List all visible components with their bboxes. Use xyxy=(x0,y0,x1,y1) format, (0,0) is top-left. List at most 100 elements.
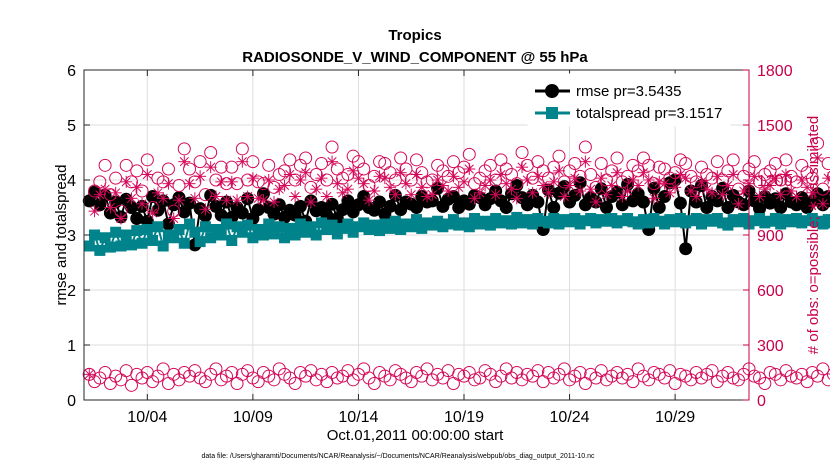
obs-assimilated-point xyxy=(473,186,486,199)
obs-assimilated-point xyxy=(273,183,286,196)
x-tick-label: 10/04 xyxy=(127,409,167,426)
chart-subtitle: RADIOSONDE_V_WIND_COMPONENT @ 55 hPa xyxy=(242,49,588,66)
asterisk-stroke xyxy=(258,195,269,205)
rmse-point xyxy=(610,185,624,199)
obs-assimilated-point xyxy=(463,163,476,175)
asterisk-stroke xyxy=(417,182,427,192)
obs-possible-point xyxy=(109,171,123,185)
obs-assimilated-point xyxy=(83,368,96,381)
obs-assimilated-point xyxy=(721,179,734,192)
asterisk-stroke xyxy=(580,157,591,167)
obs-assimilated-point xyxy=(827,186,830,196)
obs-possible-point xyxy=(241,364,255,378)
asterisk-stroke xyxy=(564,180,575,191)
obs-assimilated-point xyxy=(568,172,581,185)
obs-assimilated-point xyxy=(241,190,254,203)
asterisk-stroke xyxy=(760,184,770,194)
legend-spread-marker xyxy=(546,107,558,119)
obs-possible-point xyxy=(552,149,566,163)
obs-assimilated-point xyxy=(368,185,381,197)
spread-point xyxy=(199,221,211,233)
obs-possible-point xyxy=(330,371,344,385)
asterisk-stroke xyxy=(522,175,532,185)
obs-assimilated-point xyxy=(526,186,539,199)
rmse-point xyxy=(214,208,228,222)
obs-possible-point xyxy=(758,377,772,390)
asterisk-stroke xyxy=(142,169,152,180)
obs-assimilated-point xyxy=(231,194,244,207)
asterisk-stroke xyxy=(754,191,765,202)
asterisk-stroke xyxy=(765,180,775,191)
asterisk-stroke xyxy=(137,199,147,209)
asterisk-stroke xyxy=(501,179,511,189)
obs-possible-point xyxy=(636,151,650,165)
asterisk-stroke xyxy=(491,190,501,200)
asterisk-stroke xyxy=(538,180,548,191)
obs-possible-point xyxy=(494,369,508,383)
legend-rmse-marker xyxy=(545,84,559,98)
obs-assimilated-point xyxy=(589,196,602,208)
spread-point xyxy=(310,229,322,241)
asterisk-stroke xyxy=(195,171,205,181)
obs-possible-point xyxy=(763,164,777,178)
spread-point xyxy=(83,240,95,252)
obs-assimilated-point xyxy=(711,170,724,183)
obs-possible-point xyxy=(631,164,645,178)
obs-possible-point xyxy=(161,162,175,176)
obs-assimilated-point xyxy=(294,174,307,186)
obs-assimilated-point xyxy=(537,179,550,192)
obs-possible-point xyxy=(462,147,476,161)
obs-assimilated-point xyxy=(278,179,291,192)
asterisk-stroke xyxy=(105,202,116,213)
x-tick-label: 10/09 xyxy=(233,409,273,426)
asterisk-stroke xyxy=(448,171,459,181)
x-axis-label: Oct.01,2011 00:00:00 start xyxy=(327,427,504,444)
obs-assimilated-point xyxy=(822,172,830,185)
obs-possible-point xyxy=(784,369,798,383)
obs-assimilated-point xyxy=(130,181,143,194)
obs-possible-point xyxy=(668,166,682,180)
spread-point xyxy=(506,218,517,230)
obs-assimilated-point xyxy=(199,203,212,216)
asterisk-stroke xyxy=(681,173,691,183)
spread-point xyxy=(126,239,137,251)
obs-possible-point xyxy=(156,362,170,376)
obs-assimilated-point xyxy=(268,196,280,208)
asterisk-stroke xyxy=(686,186,696,196)
obs-possible-point xyxy=(568,157,582,170)
obs-assimilated-point xyxy=(109,186,122,199)
obs-possible-point xyxy=(325,140,339,154)
obs-possible-point xyxy=(357,162,371,176)
obs-assimilated-point xyxy=(716,188,729,201)
obs-assimilated-point xyxy=(706,186,719,199)
rmse-point xyxy=(774,201,788,214)
asterisk-stroke xyxy=(559,191,569,202)
rmse-point xyxy=(615,198,629,212)
asterisk-stroke xyxy=(728,169,738,180)
asterisk-stroke xyxy=(438,180,448,191)
rmse-point xyxy=(325,197,339,211)
obs-possible-point xyxy=(119,158,133,172)
asterisk-stroke xyxy=(84,369,94,379)
asterisk-stroke xyxy=(216,177,226,187)
obs-assimilated-point xyxy=(632,179,645,192)
obs-possible-point xyxy=(790,175,803,189)
obs-possible-point xyxy=(652,160,666,174)
asterisk-stroke xyxy=(374,171,385,181)
asterisk-stroke xyxy=(427,190,437,200)
y2-axis-label: # of obs: o=possible; ∗=assimilated xyxy=(805,116,822,355)
asterisk-stroke xyxy=(380,173,390,183)
obs-possible-point xyxy=(125,378,138,392)
asterisk-stroke xyxy=(406,190,416,200)
obs-possible-point xyxy=(462,366,476,379)
obs-assimilated-point xyxy=(399,177,412,190)
obs-possible-point xyxy=(198,188,212,202)
legend: rmse pr=3.5435 totalspread pr=3.1517 xyxy=(527,73,731,127)
obs-possible-point xyxy=(446,155,460,169)
obs-assimilated-point xyxy=(194,170,207,183)
obs-assimilated-point xyxy=(748,170,761,183)
obs-assimilated-point xyxy=(421,190,434,203)
obs-assimilated-point xyxy=(595,172,608,185)
obs-possible-point xyxy=(589,371,603,385)
obs-possible-point xyxy=(557,362,571,376)
